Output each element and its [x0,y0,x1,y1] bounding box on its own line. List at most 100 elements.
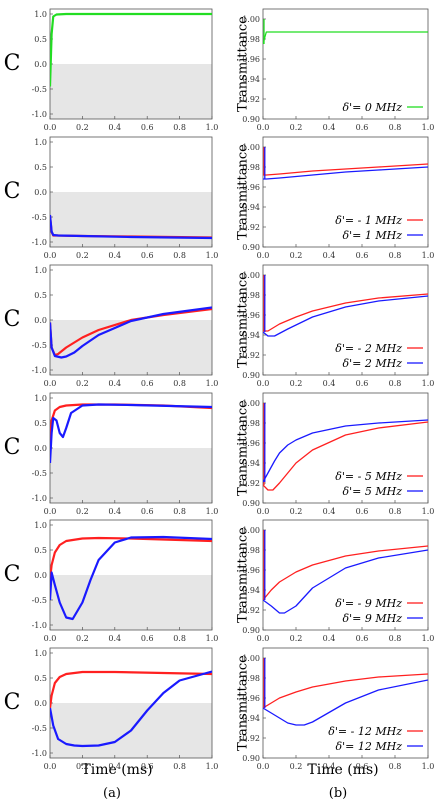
y-tick-label: 0.92 [242,351,260,360]
y-tick-label: -1.0 [32,110,47,119]
x-tick-label: 0.6 [356,634,369,643]
x-tick-label: 1.0 [422,762,435,771]
legend-label: δ'= - 1 MHz [335,214,402,227]
x-tick-label: 0.0 [257,634,270,643]
x-tick-label: 0.8 [389,507,402,516]
y-tick-label: -0.5 [32,341,47,350]
y-tick-label: 0.90 [242,499,260,508]
y-tick-label: 0.90 [242,243,260,252]
series-line [50,403,212,464]
y-axis-label: C [4,562,21,587]
x-tick-label: 1.0 [422,251,435,260]
series-line [263,166,428,180]
x-tick-label: 0.6 [141,123,154,132]
legend-label: δ'= 5 MHz [342,485,402,498]
y-tick-label: -0.5 [32,469,47,478]
x-tick-label: 0.8 [173,507,186,516]
x-tick-label: 0.2 [76,507,89,516]
y-tick-label: 0.96 [242,183,260,192]
y-axis-label: Transmittance [236,527,251,623]
x-tick-label: 1.0 [206,379,219,388]
x-tick-label: 0.0 [257,762,270,771]
x-tick-label: 0.0 [44,123,57,132]
series-line [263,549,428,614]
y-tick-label: -1.0 [32,621,47,630]
y-tick-label: 0.96 [242,694,260,703]
legend-label: δ'= 9 MHz [342,612,402,625]
y-tick-label: 0.98 [242,674,260,683]
left-panel-1: 1.0 0.5 0.0 -0.5 -1.0 0.0 0.2 0.4 0.6 0.8 1.0 C [4,8,219,132]
y-tick-label: -0.5 [32,213,47,222]
x-tick-label: 0.6 [356,762,369,771]
x-tick-label: 0.8 [389,123,402,132]
x-tick-label: 0.8 [173,634,186,643]
y-tick-label: 0.90 [242,371,260,380]
x-tick-label: 0.8 [389,379,402,388]
series-line [263,293,428,332]
plot-frame [262,8,429,120]
y-axis-label: Transmittance [236,655,251,751]
x-tick-label: 0.4 [108,379,121,388]
left-panel-5: 1.0 0.5 0.0 -0.5 -1.0 0.0 0.2 0.4 0.6 0.8 1.0 C [4,519,218,643]
y-tick-label: 1.0 [34,10,47,19]
y-tick-label: -1.0 [32,238,47,247]
series-line [263,673,428,709]
x-tick-label: 1.0 [206,123,219,132]
y-tick-label: 0.98 [242,291,260,300]
x-tick-label: 0.8 [173,123,186,132]
x-tick-label: 1.0 [422,507,435,516]
x-tick-label: 1.0 [422,123,435,132]
x-tick-label: 0.2 [76,123,89,132]
y-tick-label: 0.96 [242,311,260,320]
x-tick-label: 0.8 [389,762,402,771]
x-tick-label: 0.0 [257,251,270,260]
x-tick-label: 0.0 [257,123,270,132]
y-tick-label: 0.96 [242,439,260,448]
x-tick-label: 1.0 [422,379,435,388]
legend-label: δ'= 0 MHz [342,101,402,114]
x-tick-label: 0.2 [76,251,89,260]
y-tick-label: 1.00 [242,15,260,24]
y-tick-label: 0.5 [34,163,47,172]
x-tick-label: 0.0 [257,379,270,388]
y-tick-label: 1.0 [34,521,47,530]
x-tick-label: 0.0 [44,379,57,388]
series-line [263,421,428,491]
x-tick-label: 0.4 [323,762,336,771]
x-tick-label: 0.4 [323,634,336,643]
x-tick-label: 1.0 [206,251,219,260]
y-tick-label: 0.98 [242,419,260,428]
y-tick-label: 0.0 [34,699,47,708]
y-tick-label: 0.92 [242,479,260,488]
right-panel-4: 1.00 0.98 0.96 0.94 0.92 0.900.0 0.2 0.4 0.6 0.8 1… [236,392,435,516]
y-axis-label: C [4,690,21,715]
x-tick-label: 0.2 [290,634,303,643]
series-line [50,12,212,87]
x-tick-label: 0.4 [108,634,121,643]
x-tick-label: 0.6 [141,634,154,643]
y-tick-label: 1.0 [34,394,47,403]
y-tick-label: 0.94 [242,459,260,468]
series-line [50,670,212,748]
right-x-axis-title: Time (ms) [307,762,378,778]
negative-region-shading [50,320,212,375]
y-tick-label: 0.0 [34,188,47,197]
x-tick-label: 0.0 [44,634,57,643]
y-axis-label: Transmittance [236,144,251,240]
x-tick-label: 0.6 [356,123,369,132]
y-tick-label: 0.94 [242,586,260,595]
y-tick-label: 1.00 [242,399,260,408]
x-tick-label: 0.0 [44,507,57,516]
x-tick-label: 0.2 [76,379,89,388]
series-line [50,214,212,240]
y-tick-label: 0.0 [34,571,47,580]
x-tick-label: 0.4 [323,251,336,260]
y-axis-label: Transmittance [236,272,251,368]
negative-region-shading [50,448,212,503]
legend-label: δ'= - 2 MHz [335,342,402,355]
series-line [263,679,428,726]
legend-label: δ'= 2 MHz [342,357,402,370]
y-tick-label: 0.90 [242,115,260,124]
left-panel-3: 1.0 0.5 0.0 -0.5 -1.0 0.0 0.2 0.4 0.6 0.8 1.0 C [4,264,219,388]
